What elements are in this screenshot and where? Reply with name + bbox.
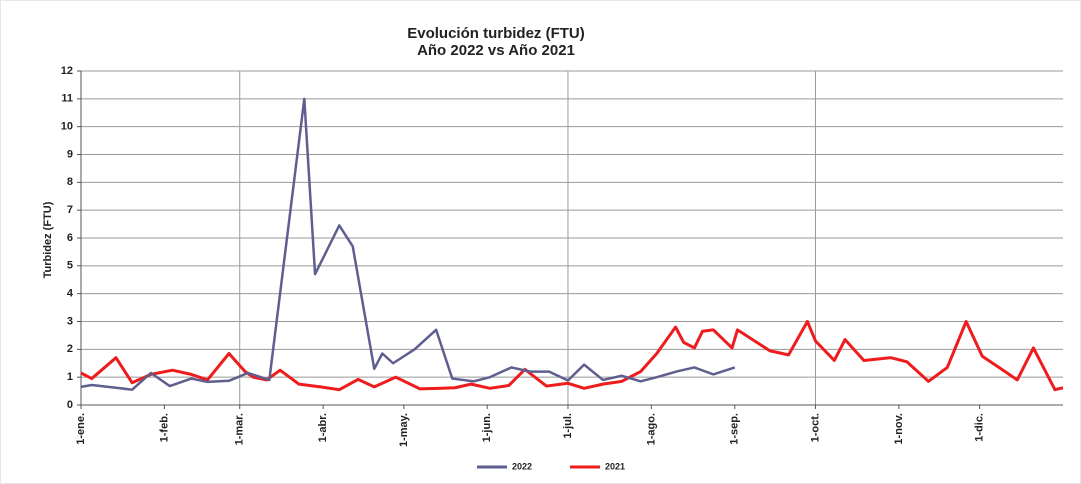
x-tick-label: 1-oct. bbox=[809, 413, 821, 442]
y-tick-label: 11 bbox=[61, 93, 73, 105]
y-tick-label: 9 bbox=[67, 148, 73, 160]
x-tick-label: 1-dic. bbox=[974, 413, 986, 442]
legend-label: 2021 bbox=[605, 461, 625, 471]
series-line bbox=[80, 97, 736, 391]
x-tick-label: 1-abr. bbox=[317, 413, 329, 442]
y-tick-label: 6 bbox=[67, 232, 73, 244]
x-tick-label: 1-nov. bbox=[893, 413, 905, 445]
x-tick-label: 1-jul. bbox=[562, 413, 574, 439]
y-tick-label: 7 bbox=[67, 204, 73, 216]
chart-subtitle: Año 2022 vs Año 2021 bbox=[417, 42, 575, 59]
y-tick-label: 12 bbox=[61, 65, 73, 77]
y-tick-label: 5 bbox=[67, 260, 73, 272]
y-tick-label: 8 bbox=[67, 176, 73, 188]
y-tick-label: 10 bbox=[61, 121, 73, 133]
y-tick-label: 0 bbox=[67, 399, 73, 411]
y-tick-label: 1 bbox=[67, 371, 73, 383]
y-tick-label: 2 bbox=[67, 343, 73, 355]
y-axis-label: Turbidez (FTU) bbox=[42, 201, 54, 278]
x-tick-label: 1-may. bbox=[398, 413, 410, 447]
legend-label: 2022 bbox=[512, 461, 532, 471]
y-tick-label: 4 bbox=[67, 288, 74, 300]
chart-title: Evolución turbidez (FTU) bbox=[407, 25, 585, 42]
x-tick-label: 1-feb. bbox=[158, 413, 170, 442]
y-tick-label: 3 bbox=[67, 315, 73, 327]
x-tick-label: 1-mar. bbox=[234, 413, 246, 445]
x-tick-label: 1-sep. bbox=[729, 413, 741, 445]
x-tick-label: 1-jun. bbox=[481, 413, 493, 442]
x-tick-label: 1-ago. bbox=[645, 413, 657, 445]
x-tick-label: 1-ene. bbox=[75, 413, 87, 445]
